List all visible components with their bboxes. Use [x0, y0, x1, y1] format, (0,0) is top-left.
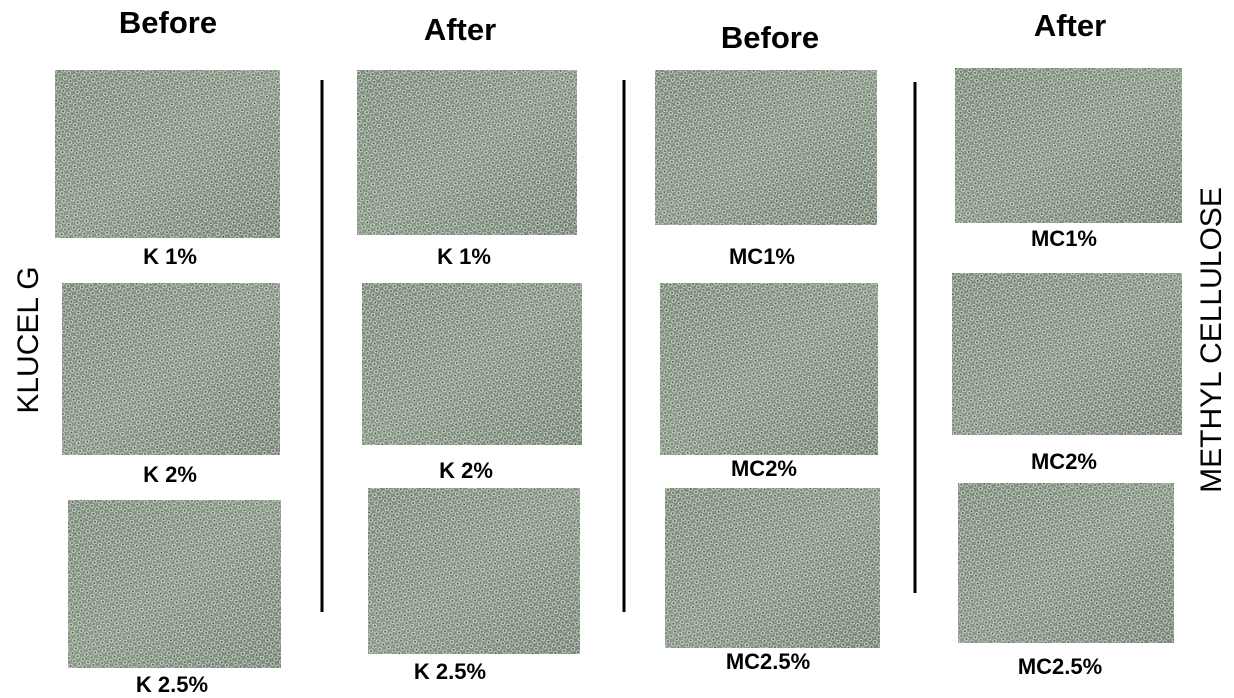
micrograph-texture	[952, 273, 1182, 435]
column-header: Before	[721, 20, 819, 55]
image-label: MC1%	[1031, 226, 1097, 251]
micrograph-texture	[55, 70, 280, 238]
micrograph-texture	[958, 483, 1174, 643]
micrograph-texture	[655, 70, 877, 225]
image-label: MC2.5%	[726, 649, 810, 674]
image-label: K 2.5%	[414, 659, 486, 684]
micrograph-texture	[955, 68, 1182, 223]
image-label: K 1%	[143, 244, 197, 269]
column-header: Before	[119, 5, 217, 40]
micrograph-texture	[357, 70, 577, 235]
image-label: MC2%	[731, 456, 797, 481]
micrograph-texture	[362, 283, 582, 445]
side-label: METHYL CELLULOSE	[1195, 187, 1228, 493]
column-header: After	[424, 12, 496, 47]
micrograph-texture	[68, 500, 281, 668]
image-label: K 2%	[439, 458, 493, 483]
image-label: MC2.5%	[1018, 654, 1102, 679]
micrograph-texture	[665, 488, 880, 648]
side-label: KLUCEL G	[12, 266, 45, 413]
micrograph-texture	[660, 283, 878, 455]
micrograph-texture	[62, 283, 280, 455]
image-label: MC1%	[729, 244, 795, 269]
image-label: K 1%	[437, 244, 491, 269]
column-header: After	[1034, 8, 1106, 43]
image-label: K 2.5%	[136, 672, 208, 697]
image-label: K 2%	[143, 462, 197, 487]
figure: KLUCEL G METHYL CELLULOSE Before K 1% K 2%…	[0, 0, 1234, 698]
micrograph-texture	[368, 488, 580, 654]
image-label: MC2%	[1031, 449, 1097, 474]
